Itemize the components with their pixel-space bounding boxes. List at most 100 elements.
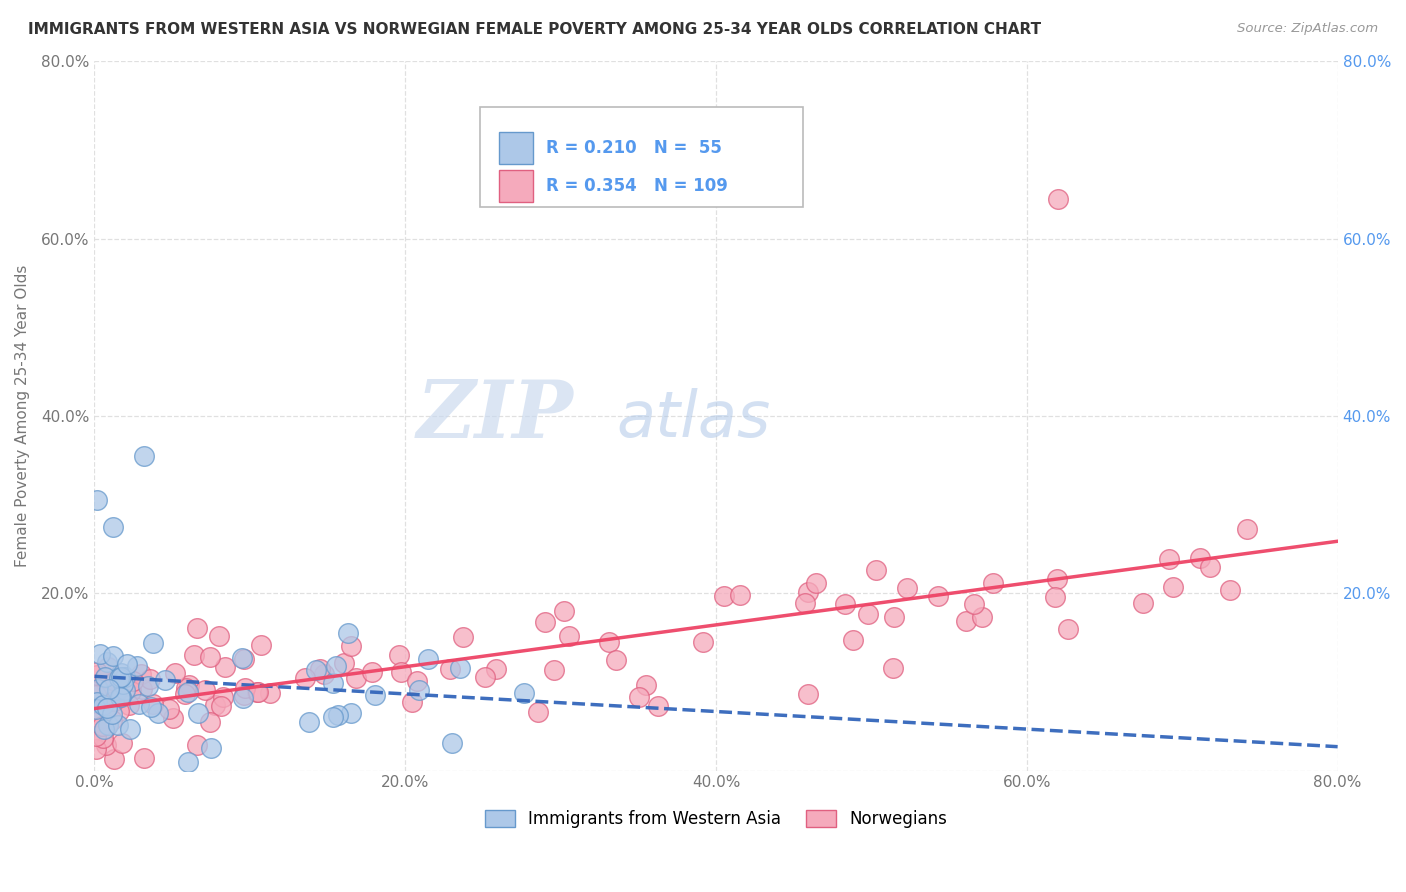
Point: [346, 671, 368, 685]
Point: [165, 665, 187, 680]
Point: [97, 717, 120, 731]
Point: [86, 493, 108, 508]
Point: [84, 741, 107, 756]
Point: [558, 629, 581, 643]
Point: [1043, 591, 1066, 605]
Point: [138, 679, 160, 693]
Point: [513, 686, 536, 700]
Point: [179, 678, 201, 692]
Text: R = 0.354   N = 109: R = 0.354 N = 109: [546, 178, 728, 195]
Point: [153, 673, 176, 687]
Point: [322, 709, 344, 723]
Point: [955, 614, 977, 628]
Point: [132, 750, 155, 764]
Point: [84, 715, 107, 730]
Text: IMMIGRANTS FROM WESTERN ASIA VS NORWEGIAN FEMALE POVERTY AMONG 25-34 YEAR OLDS C: IMMIGRANTS FROM WESTERN ASIA VS NORWEGIA…: [28, 22, 1042, 37]
Point: [118, 698, 141, 713]
Point: [322, 675, 344, 690]
FancyBboxPatch shape: [499, 132, 533, 163]
Point: [314, 667, 336, 681]
Point: [401, 695, 423, 709]
Point: [96, 655, 118, 669]
Point: [598, 635, 620, 649]
Point: [796, 585, 818, 599]
Point: [114, 670, 136, 684]
Point: [108, 704, 131, 718]
Point: [259, 686, 281, 700]
Point: [1132, 596, 1154, 610]
Point: [388, 648, 411, 662]
Point: [298, 715, 321, 730]
Point: [117, 657, 139, 672]
Point: [100, 713, 122, 727]
Point: [326, 708, 349, 723]
Point: [361, 665, 384, 679]
Point: [882, 661, 904, 675]
Point: [211, 690, 233, 704]
Point: [86, 665, 108, 680]
Point: [200, 740, 222, 755]
Text: ZIP: ZIP: [416, 377, 574, 455]
Point: [198, 714, 221, 729]
Point: [141, 700, 163, 714]
Point: [101, 649, 124, 664]
Point: [120, 722, 142, 736]
Point: [98, 682, 121, 697]
Point: [439, 662, 461, 676]
Point: [194, 683, 217, 698]
Point: [963, 597, 986, 611]
Point: [86, 682, 108, 697]
Point: [162, 711, 184, 725]
Point: [231, 650, 253, 665]
Point: [139, 673, 162, 687]
Text: R = 0.210   N =  55: R = 0.210 N = 55: [546, 138, 721, 157]
Point: [86, 695, 108, 709]
Point: [543, 663, 565, 677]
Point: [1157, 551, 1180, 566]
Point: [449, 661, 471, 675]
Point: [858, 607, 880, 621]
Point: [214, 659, 236, 673]
Point: [174, 687, 197, 701]
Point: [104, 690, 127, 705]
Point: [405, 673, 427, 688]
Point: [91, 719, 114, 733]
Point: [981, 575, 1004, 590]
Point: [204, 698, 226, 713]
Point: [249, 638, 271, 652]
Point: [647, 698, 669, 713]
Point: [605, 653, 627, 667]
Point: [233, 681, 256, 696]
Point: [86, 685, 108, 699]
Point: [101, 519, 124, 533]
Point: [1219, 583, 1241, 598]
Point: [110, 690, 132, 704]
Point: [129, 666, 152, 681]
Point: [183, 648, 205, 662]
Point: [896, 581, 918, 595]
Text: atlas: atlas: [617, 388, 770, 450]
Point: [232, 652, 254, 666]
Point: [806, 576, 828, 591]
Point: [186, 621, 208, 635]
Point: [325, 658, 347, 673]
Point: [340, 639, 363, 653]
Point: [208, 629, 231, 643]
Point: [526, 706, 548, 720]
Point: [121, 674, 143, 689]
Y-axis label: Female Poverty Among 25-34 Year Olds: Female Poverty Among 25-34 Year Olds: [15, 265, 30, 567]
Point: [110, 670, 132, 684]
Point: [1046, 572, 1069, 586]
Point: [146, 706, 169, 720]
Point: [111, 736, 134, 750]
Point: [131, 682, 153, 697]
Legend: Immigrants from Western Asia, Norwegians: Immigrants from Western Asia, Norwegians: [478, 803, 955, 834]
Point: [200, 650, 222, 665]
Point: [627, 690, 650, 704]
Point: [692, 635, 714, 649]
Point: [440, 736, 463, 750]
Point: [842, 632, 865, 647]
Point: [1236, 522, 1258, 536]
Point: [246, 684, 269, 698]
FancyBboxPatch shape: [499, 170, 533, 202]
